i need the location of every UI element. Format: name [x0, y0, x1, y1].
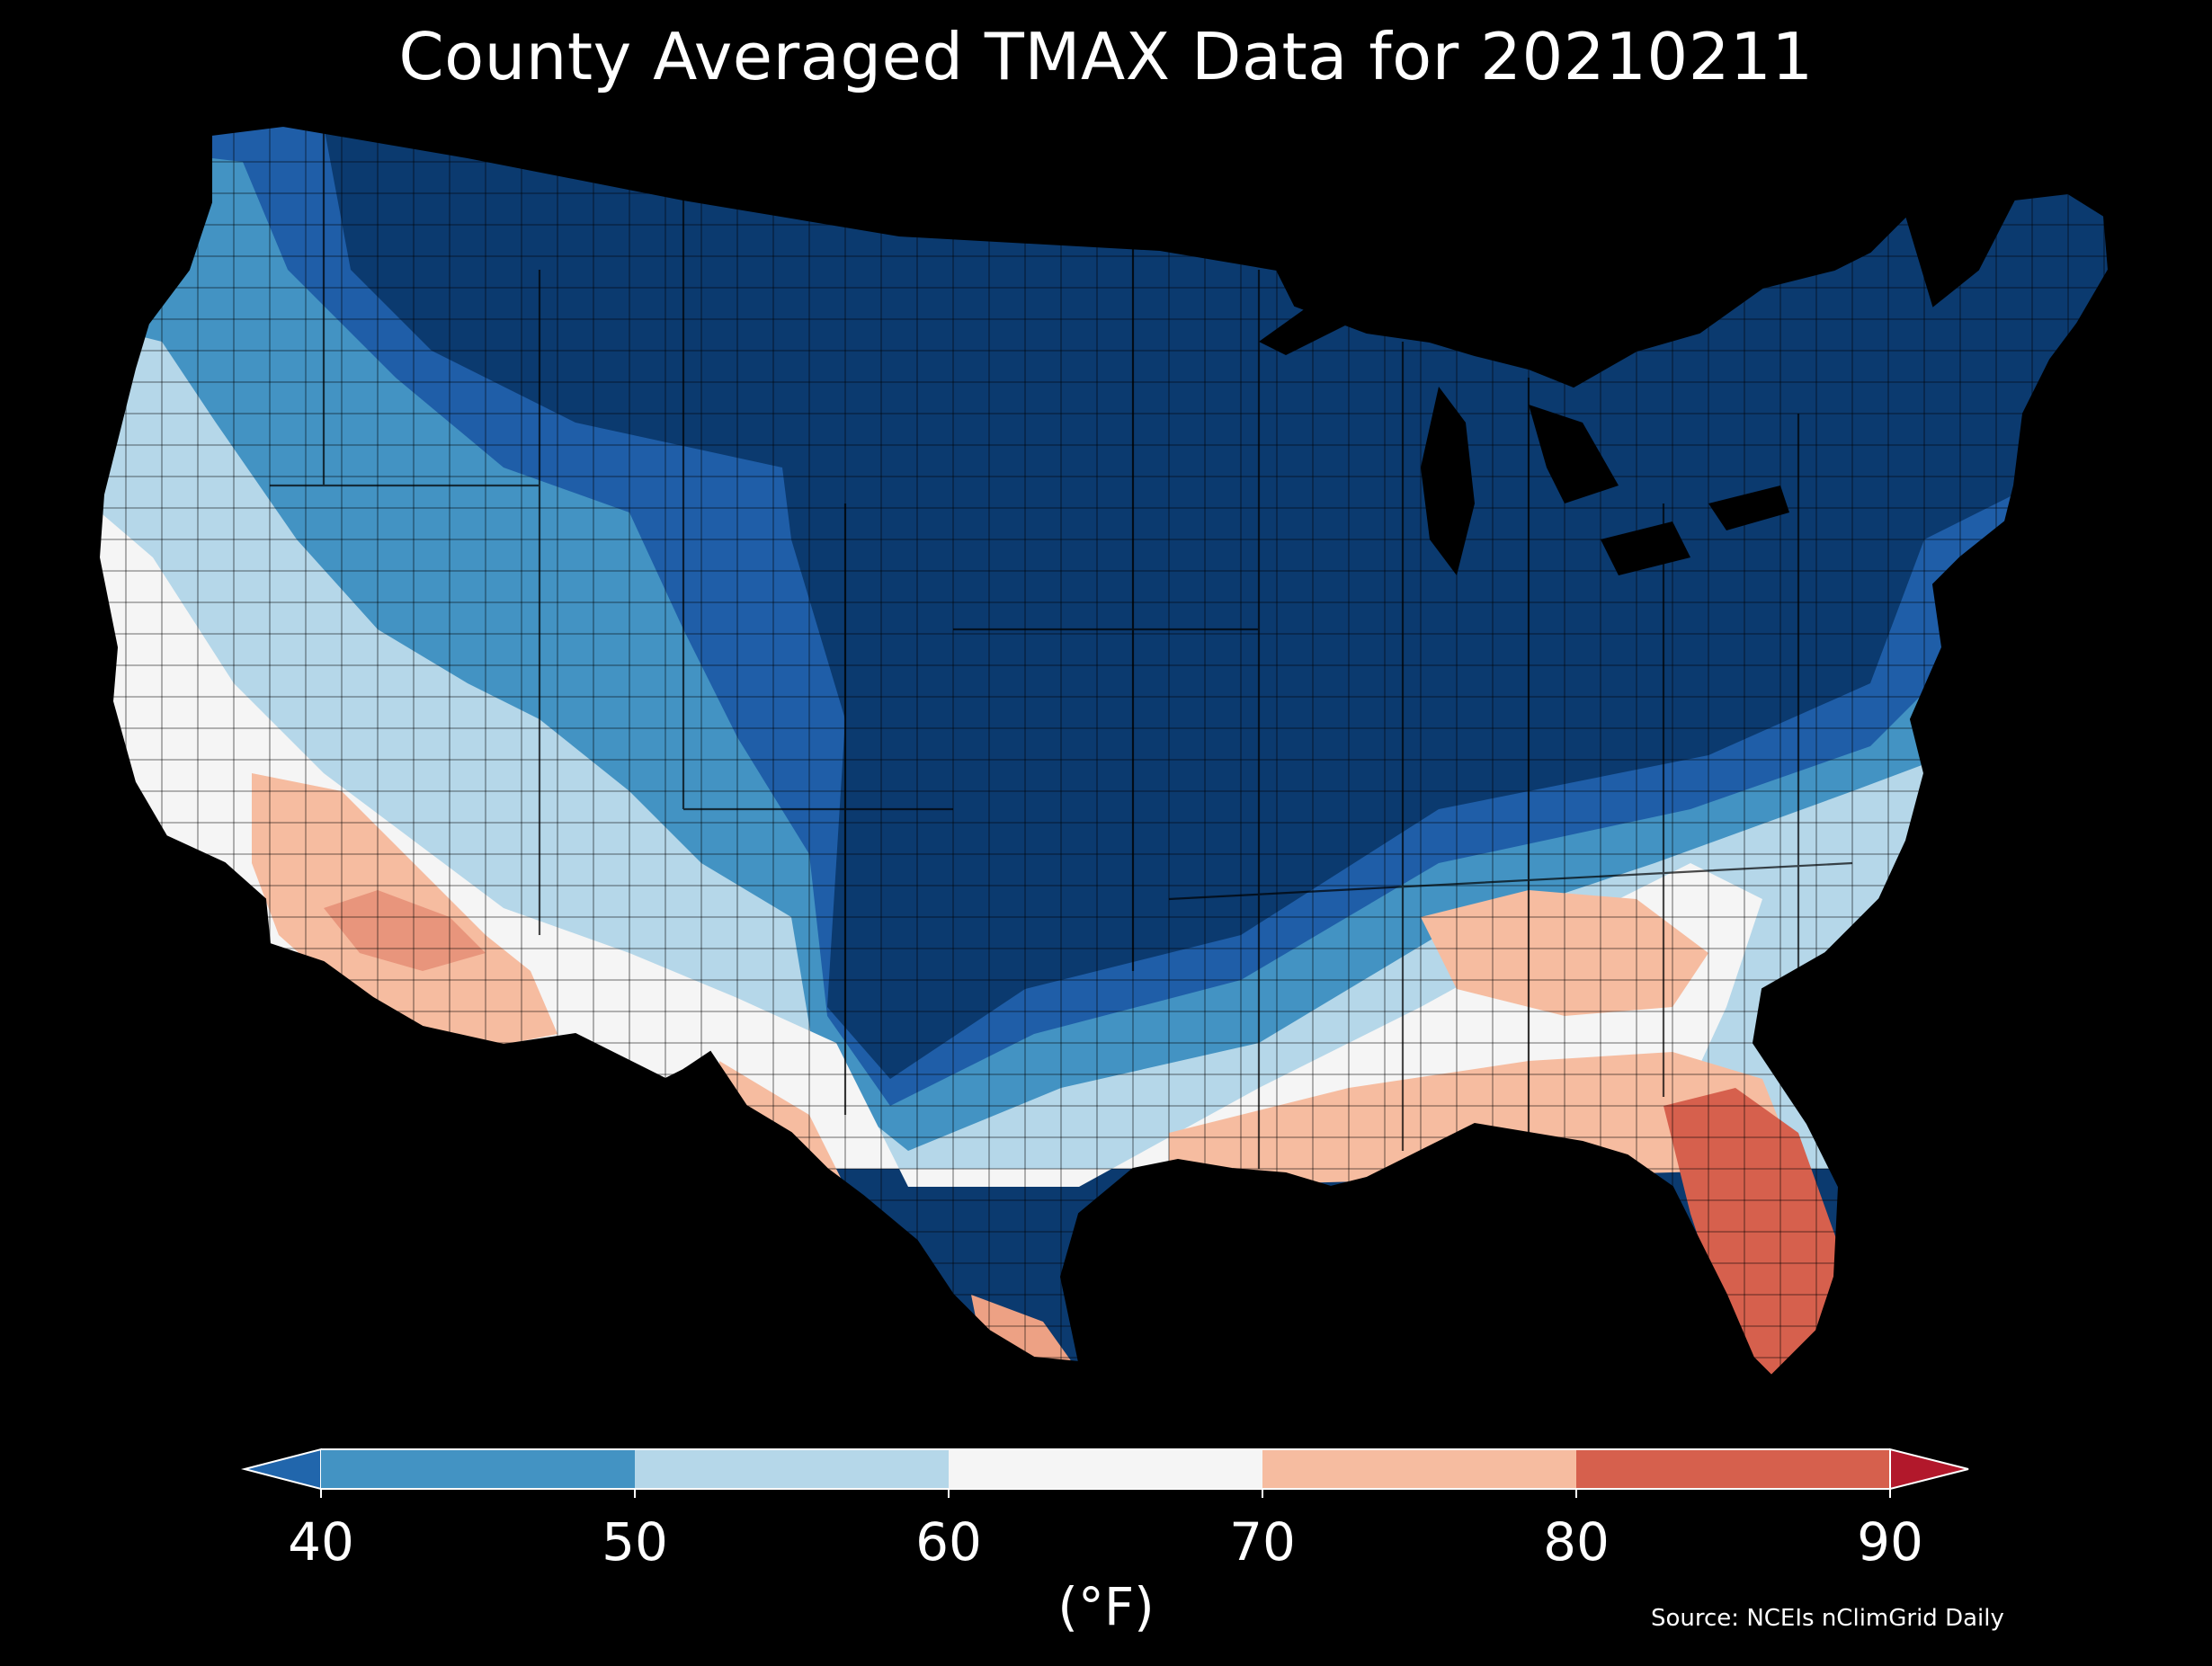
colorbar-tick-80: 80 [1543, 1511, 1610, 1572]
colorbar-bin [949, 1449, 1262, 1489]
great-lakes [1259, 274, 1789, 575]
state-borders [270, 126, 1853, 1169]
band-70-80-gulf [1169, 1052, 1798, 1187]
colorbar-under-arrow [241, 1448, 322, 1491]
colorbar-bin [635, 1449, 949, 1489]
colorbar-tick-90: 90 [1857, 1511, 1923, 1572]
band-70-80-southeast [1421, 890, 1708, 1016]
colorbar-tick-40: 40 [288, 1511, 354, 1572]
map-title: County Averaged TMAX Data for 20210211 [398, 19, 1814, 94]
colorbar [241, 1448, 1969, 1498]
band-80-90-arizona [324, 890, 486, 971]
colorbar-bin [321, 1449, 635, 1489]
colorbar-tick-marks [320, 1489, 1891, 1498]
colorbar-tick-60: 60 [915, 1511, 982, 1572]
colorbar-tick-50: 50 [602, 1511, 668, 1572]
colorbar-bin [1576, 1449, 1890, 1489]
source-attribution: Source: NCEIs nClimGrid Daily [1651, 1605, 2004, 1632]
colorbar-bin [1262, 1449, 1576, 1489]
band-80-90-florida [1663, 1088, 1843, 1376]
colorbar-frame [321, 1448, 1890, 1490]
colorbar-over-arrow [1889, 1448, 1969, 1491]
colorbar-units-label: (°F) [1057, 1576, 1155, 1637]
colorbar-tick-70: 70 [1229, 1511, 1296, 1572]
